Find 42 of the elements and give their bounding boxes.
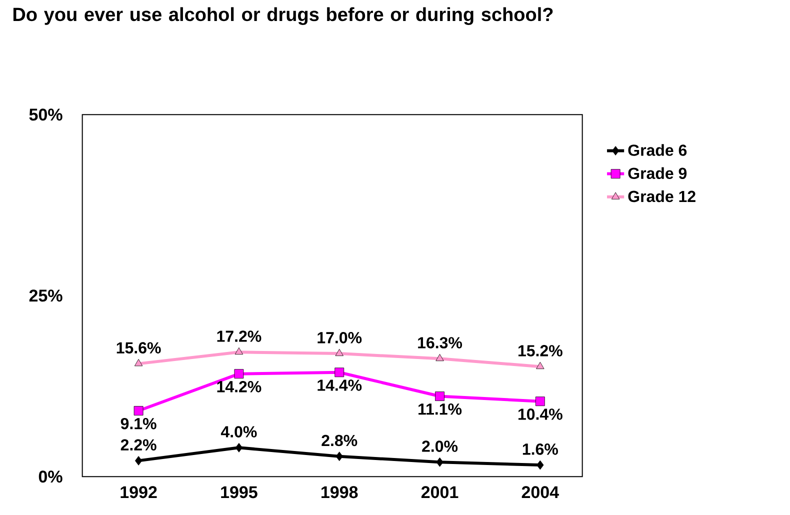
x-tick-label: 2004 (522, 486, 559, 498)
data-label: 16.3% (418, 337, 462, 348)
point (334, 368, 344, 378)
data-label: 4.0% (220, 426, 257, 438)
point (336, 452, 343, 462)
point (536, 460, 544, 470)
point (435, 392, 444, 401)
x-tick-label: 1995 (221, 486, 258, 498)
data-label: 2.2% (120, 439, 156, 450)
data-label: 11.1% (418, 403, 462, 415)
data-label: 17.0% (318, 332, 362, 344)
point (234, 347, 244, 355)
legend-label: Grade 9 (628, 167, 687, 180)
point (134, 406, 144, 416)
legend-label: Grade 12 (628, 190, 696, 202)
y-tick-label: 25% (29, 290, 62, 302)
data-label: 14.4% (318, 380, 362, 391)
x-tick-label: 2001 (421, 486, 458, 498)
data-label: 17.2% (217, 330, 262, 342)
data-label: 1.6% (522, 444, 558, 455)
data-label: 10.4% (518, 408, 562, 420)
point (335, 348, 344, 356)
y-tick-label: 50% (29, 108, 62, 121)
point (234, 369, 244, 379)
data-label: 14.2% (217, 381, 262, 392)
data-label: 9.1% (120, 418, 156, 430)
point (134, 456, 142, 466)
point (436, 457, 444, 467)
chart-title: Do you ever use alcohol or drugs before or during school? (13, 7, 553, 25)
y-tick-label: 0% (38, 470, 62, 483)
point (436, 354, 444, 362)
point (535, 396, 545, 406)
data-label: 15.2% (518, 345, 562, 356)
data-label: 2.0% (422, 440, 458, 452)
x-tick-label: 1998 (322, 486, 358, 498)
legend-label: Grade 6 (628, 144, 687, 156)
point (235, 442, 243, 452)
data-label: 15.6% (116, 342, 161, 354)
x-tick-label: 1992 (120, 486, 157, 498)
point (134, 358, 143, 366)
data-label: 2.8% (322, 434, 358, 446)
point (536, 362, 544, 370)
